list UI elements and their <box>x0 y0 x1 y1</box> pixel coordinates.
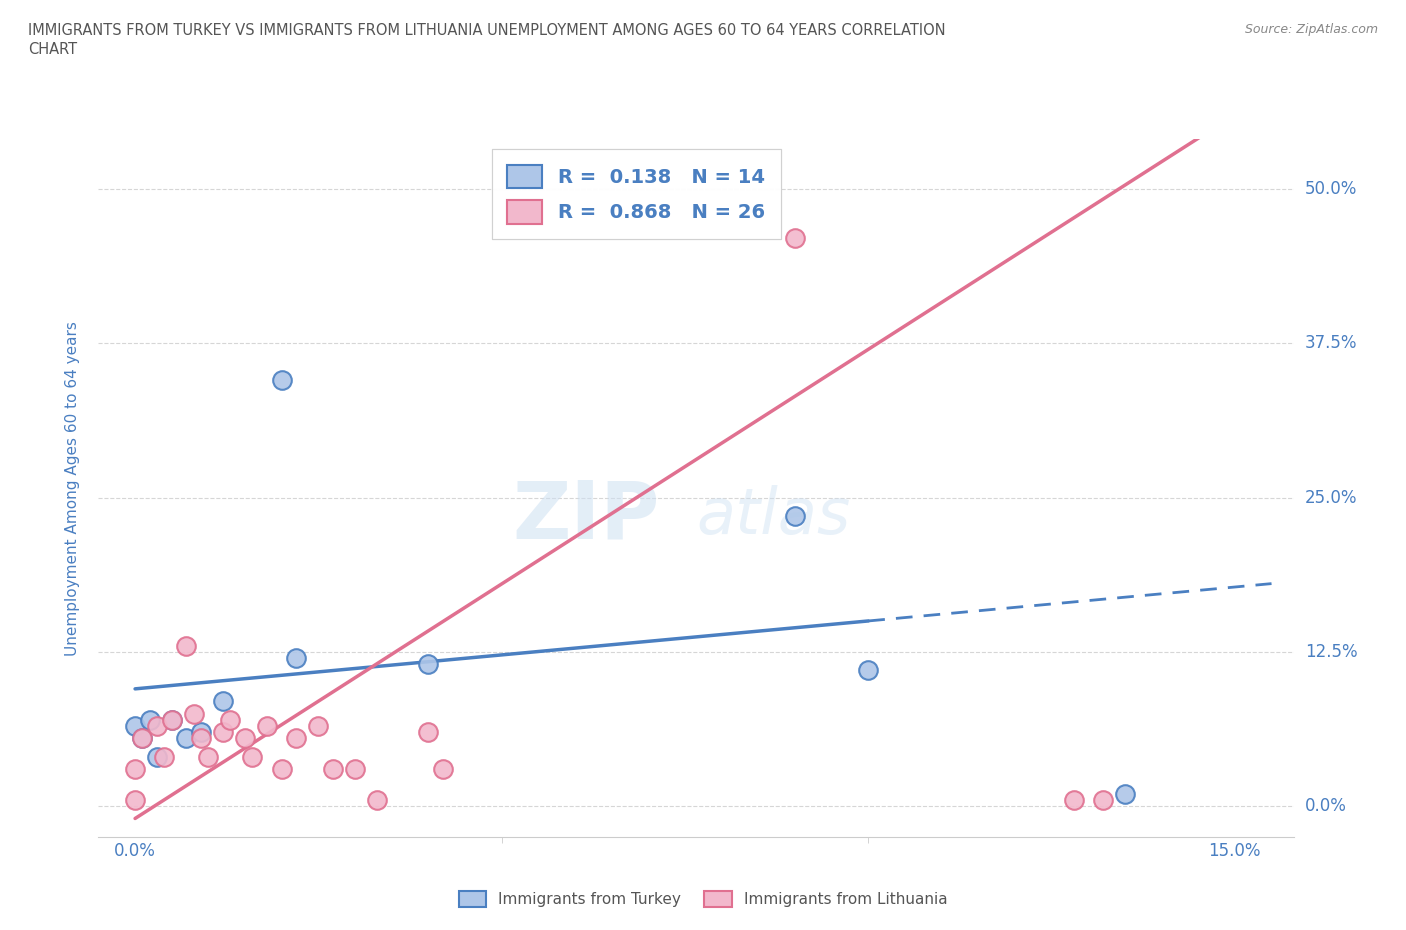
Point <box>124 762 146 777</box>
Legend: Immigrants from Turkey, Immigrants from Lithuania: Immigrants from Turkey, Immigrants from … <box>453 884 953 913</box>
Point <box>233 731 256 746</box>
Text: 25.0%: 25.0% <box>1305 488 1357 507</box>
Point <box>219 712 242 727</box>
Point <box>160 712 183 727</box>
Text: ZIP: ZIP <box>513 477 661 555</box>
Point <box>124 719 146 734</box>
Point <box>432 762 454 777</box>
Point <box>242 750 264 764</box>
Point <box>183 706 205 721</box>
Y-axis label: Unemployment Among Ages 60 to 64 years: Unemployment Among Ages 60 to 64 years <box>65 321 80 656</box>
Point <box>858 663 880 678</box>
Point <box>256 719 278 734</box>
Text: 12.5%: 12.5% <box>1305 643 1357 661</box>
Point <box>124 792 146 807</box>
Point <box>190 724 212 739</box>
Point <box>146 719 169 734</box>
Point <box>131 731 153 746</box>
Point <box>197 750 219 764</box>
Text: Source: ZipAtlas.com: Source: ZipAtlas.com <box>1244 23 1378 36</box>
Point <box>270 762 292 777</box>
Point <box>285 651 308 666</box>
Point <box>146 750 169 764</box>
Text: 37.5%: 37.5% <box>1305 334 1357 352</box>
Point <box>176 638 198 653</box>
Point <box>270 373 292 388</box>
Text: CHART: CHART <box>28 42 77 57</box>
Point <box>1063 792 1085 807</box>
Point <box>418 657 440 671</box>
Text: 50.0%: 50.0% <box>1305 179 1357 198</box>
Point <box>131 731 153 746</box>
Point <box>322 762 344 777</box>
Point <box>418 724 440 739</box>
Point <box>190 731 212 746</box>
Point <box>366 792 388 807</box>
Point <box>176 731 198 746</box>
Legend: R =  0.138   N = 14, R =  0.868   N = 26: R = 0.138 N = 14, R = 0.868 N = 26 <box>492 149 780 239</box>
Point <box>139 712 162 727</box>
Point <box>344 762 367 777</box>
Text: atlas: atlas <box>696 485 851 547</box>
Point <box>160 712 183 727</box>
Point <box>1091 792 1114 807</box>
Point <box>153 750 176 764</box>
Point <box>1114 787 1136 802</box>
Point <box>307 719 329 734</box>
Point <box>783 509 806 524</box>
Point <box>783 231 806 246</box>
Text: IMMIGRANTS FROM TURKEY VS IMMIGRANTS FROM LITHUANIA UNEMPLOYMENT AMONG AGES 60 T: IMMIGRANTS FROM TURKEY VS IMMIGRANTS FRO… <box>28 23 946 38</box>
Point <box>212 694 235 709</box>
Text: 0.0%: 0.0% <box>1305 797 1347 815</box>
Point <box>212 724 235 739</box>
Point <box>285 731 308 746</box>
